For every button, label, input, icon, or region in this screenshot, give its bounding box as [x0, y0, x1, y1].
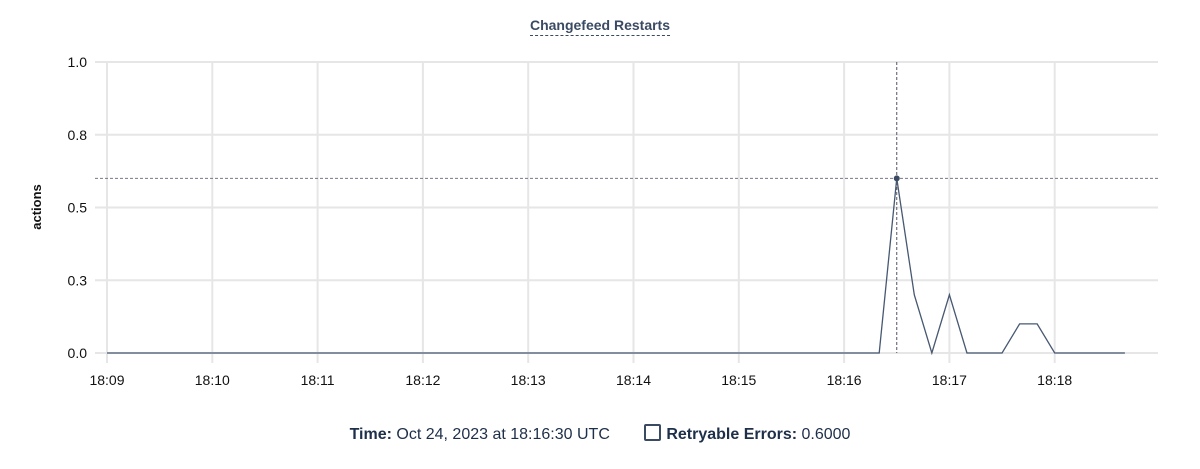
hover-point — [893, 175, 900, 182]
x-tick-label: 18:17 — [932, 372, 967, 388]
series-value: 0.6000 — [801, 426, 851, 443]
series-checkbox[interactable] — [644, 424, 662, 441]
x-tick-label: 18:11 — [301, 372, 335, 388]
x-tick-label: 18:09 — [89, 372, 124, 388]
x-tick-label: 18:18 — [1037, 372, 1072, 388]
x-tick-label: 18:16 — [827, 372, 862, 388]
time-label: Time: — [349, 426, 392, 443]
series-label: Retryable Errors: — [666, 426, 798, 443]
x-tick-label: 18:14 — [616, 372, 651, 388]
x-tick-label: 18:10 — [195, 372, 230, 388]
y-tick-label: 0.0 — [68, 345, 88, 361]
y-tick-label: 0.3 — [68, 272, 88, 288]
chart-title[interactable]: Changefeed Restarts — [0, 17, 1200, 36]
series-line — [107, 178, 1125, 356]
y-tick-label: 0.5 — [68, 200, 88, 216]
x-tick-label: 18:15 — [721, 372, 756, 388]
x-tick-label: 18:12 — [405, 372, 440, 388]
y-tick-label: 1.0 — [68, 54, 88, 70]
y-axis-label: actions — [29, 184, 44, 230]
chart-title-text[interactable]: Changefeed Restarts — [529, 17, 671, 36]
chart-legend: Time: Oct 24, 2023 at 18:16:30 UTC Retry… — [0, 424, 1200, 444]
time-value: Oct 24, 2023 at 18:16:30 UTC — [396, 426, 610, 443]
y-tick-label: 0.8 — [68, 127, 88, 143]
x-tick-label: 18:13 — [511, 372, 546, 388]
